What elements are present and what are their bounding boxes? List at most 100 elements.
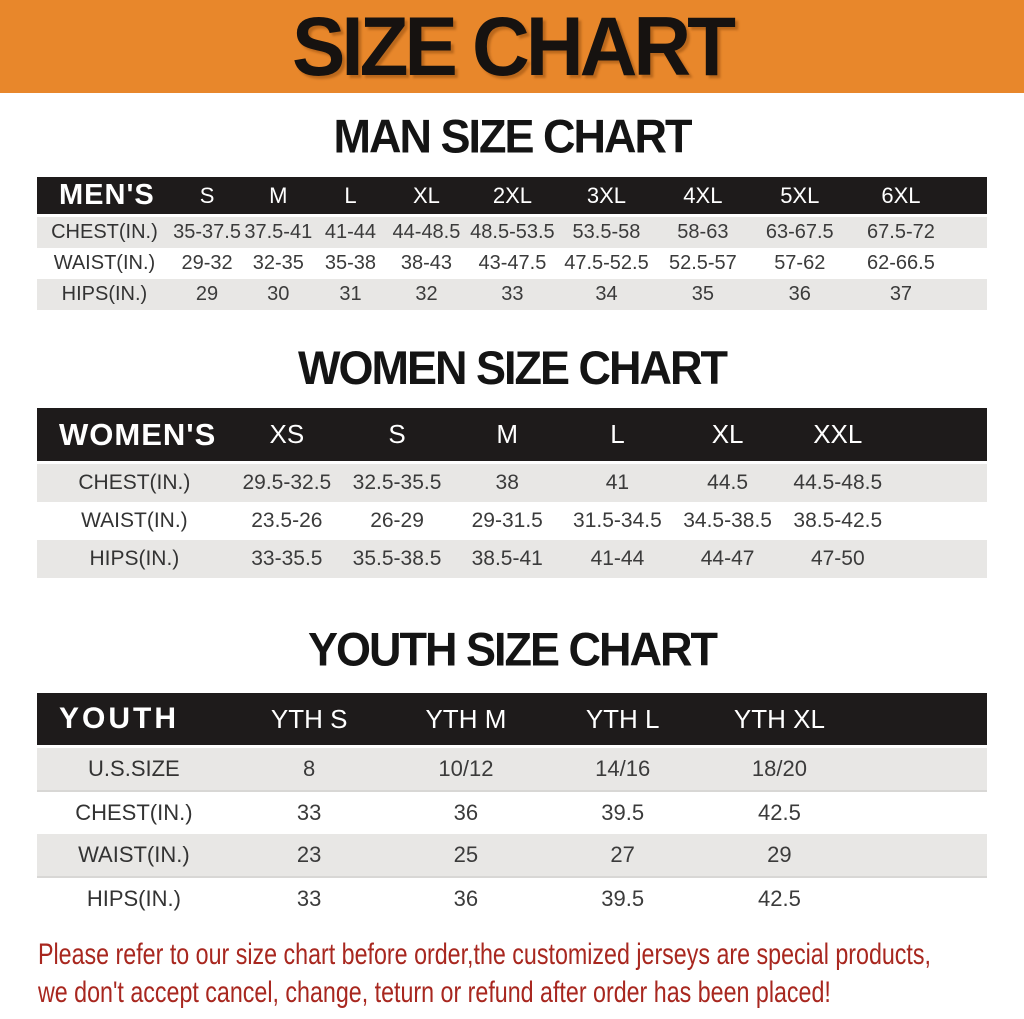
filler-cell [857,790,987,834]
filler-cell [953,248,987,279]
size-cell: 44.5 [672,462,783,502]
men-header-row: MEN'S S M L XL 2XL 3XL 4XL 5XL 6XL [37,177,987,217]
youth-column-header-xl: YTH XL [701,693,858,748]
size-cell: 27 [544,834,702,877]
youth-column-header-m: YTH M [387,693,545,748]
size-cell: 42.5 [701,790,858,834]
men-column-header-6xl: 6XL [848,177,954,217]
size-cell: 42.5 [701,876,858,920]
size-cell: 44-47 [672,540,783,578]
men-column-header-5xl: 5XL [751,177,849,217]
women-size-table: WOMEN'S XS S M L XL XXL CHEST(IN.) 29.5-… [37,408,987,578]
women-header-row: WOMEN'S XS S M L XL XXL [37,408,987,464]
size-cell: 37.5-41 [242,215,315,248]
youth-column-header-s: YTH S [230,693,388,748]
youth-ussize-row: U.S.SIZE 8 10/12 14/16 18/20 [37,746,987,791]
size-cell: 38.5-41 [452,540,563,578]
footer-note: Please refer to our size chart before or… [38,936,1024,1012]
row-label: CHEST(IN.) [37,215,172,248]
size-cell: 53.5-58 [558,215,655,248]
size-cell: 31.5-34.5 [562,502,673,540]
man-section-heading: MAN SIZE CHART [333,109,693,164]
row-label: HIPS(IN.) [37,540,232,578]
size-cell: 39.5 [544,876,702,920]
size-cell: 58-63 [654,215,752,248]
women-column-header-m: M [452,408,563,464]
size-cell: 44.5-48.5 [782,462,893,502]
row-label: U.S.SIZE [37,746,231,791]
women-column-header-xs: XS [231,408,342,464]
size-cell: 23.5-26 [231,502,342,540]
size-cell: 18/20 [701,746,858,791]
women-column-header-s: S [341,408,453,464]
filler-cell [857,693,987,748]
row-label: CHEST(IN.) [37,790,231,834]
women-header-label: WOMEN'S [37,408,232,464]
size-cell: 32 [386,279,467,310]
youth-header-label: YOUTH [37,693,231,748]
size-cell: 35.5-38.5 [341,540,453,578]
youth-hips-row: HIPS(IN.) 33 36 39.5 42.5 [37,876,987,920]
row-label: WAIST(IN.) [37,502,232,540]
filler-cell [857,746,987,791]
size-cell: 26-29 [341,502,453,540]
size-cell: 36 [387,790,545,834]
size-cell: 34 [558,279,655,310]
women-chest-row: CHEST(IN.) 29.5-32.5 32.5-35.5 38 41 44.… [37,462,987,502]
men-hips-row: HIPS(IN.) 29 30 31 32 33 34 35 36 37 [37,279,987,310]
size-cell: 38-43 [386,248,467,279]
women-waist-row: WAIST(IN.) 23.5-26 26-29 29-31.5 31.5-34… [37,502,987,540]
size-cell: 33-35.5 [231,540,342,578]
row-label: HIPS(IN.) [37,876,231,920]
size-cell: 33 [230,790,388,834]
filler-cell [892,540,987,578]
size-cell: 32-35 [242,248,315,279]
size-cell: 29 [171,279,243,310]
size-cell: 36 [751,279,849,310]
men-column-header-4xl: 4XL [654,177,752,217]
size-cell: 47-50 [782,540,893,578]
men-size-table: MEN'S S M L XL 2XL 3XL 4XL 5XL 6XL CHEST… [37,177,987,310]
size-cell: 23 [230,834,388,877]
row-label: WAIST(IN.) [37,248,172,279]
size-cell: 14/16 [544,746,702,791]
filler-cell [892,502,987,540]
filler-cell [953,215,987,248]
women-hips-row: HIPS(IN.) 33-35.5 35.5-38.5 38.5-41 41-4… [37,540,987,578]
footer-line-1: Please refer to our size chart before or… [38,936,1024,974]
size-cell: 41 [562,462,673,502]
youth-column-header-l: YTH L [544,693,702,748]
size-cell: 29 [701,834,858,877]
size-cell: 67.5-72 [848,215,954,248]
size-cell: 35-37.5 [171,215,243,248]
youth-section-heading: YOUTH SIZE CHART [307,622,718,677]
size-cell: 29-31.5 [452,502,563,540]
filler-cell [892,408,987,464]
filler-cell [953,177,987,217]
size-cell: 63-67.5 [751,215,849,248]
size-cell: 47.5-52.5 [558,248,655,279]
size-chart-banner: SIZE CHART [0,0,1024,93]
filler-cell [857,876,987,920]
size-cell: 34.5-38.5 [672,502,783,540]
banner-title: SIZE CHART [292,0,736,93]
footer-line-2: we don't accept cancel, change, teturn o… [38,974,1024,1012]
size-cell: 48.5-53.5 [466,215,559,248]
women-section-heading: WOMEN SIZE CHART [298,340,728,395]
men-column-header-3xl: 3XL [558,177,655,217]
size-cell: 29.5-32.5 [231,462,342,502]
row-label: CHEST(IN.) [37,462,232,502]
men-column-header-l: L [314,177,387,217]
youth-header-row: YOUTH YTH S YTH M YTH L YTH XL [37,693,987,748]
filler-cell [857,834,987,877]
youth-waist-row: WAIST(IN.) 23 25 27 29 [37,834,987,877]
row-label: WAIST(IN.) [37,834,231,877]
size-cell: 36 [387,876,545,920]
men-waist-row: WAIST(IN.) 29-32 32-35 35-38 38-43 43-47… [37,248,987,279]
filler-cell [953,279,987,310]
youth-size-table: YOUTH YTH S YTH M YTH L YTH XL U.S.SIZE … [37,693,987,920]
size-cell: 44-48.5 [386,215,467,248]
men-column-header-2xl: 2XL [466,177,559,217]
women-column-header-xxl: XXL [782,408,893,464]
